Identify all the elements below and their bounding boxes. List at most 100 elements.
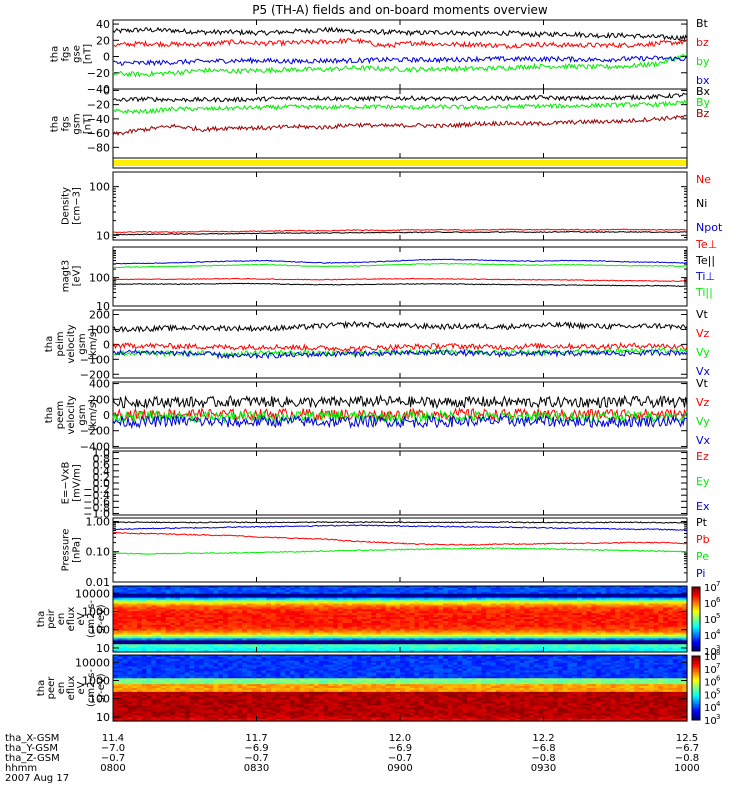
y-tick-label: −20 xyxy=(87,99,110,112)
y-tick-label: 20 xyxy=(96,34,110,47)
y-tick-label: 200 xyxy=(89,308,110,321)
series-line-bz xyxy=(113,39,687,49)
y-tick-label: 0 xyxy=(103,409,110,422)
y-axis-label-line: [km/s] xyxy=(88,399,99,431)
legend-entry: bz xyxy=(696,36,709,49)
y-axis-label-line: [eV] xyxy=(72,266,83,287)
panel-efield: 1.00.80.60.40.20.0−0.2−0.4−0.6−0.8−1.0Ez… xyxy=(61,447,710,521)
colorbar-tick-base: 10 xyxy=(704,583,717,594)
legend-entry: Bz xyxy=(696,107,710,120)
legend-entry: Ti|| xyxy=(695,286,713,299)
panel-frame xyxy=(113,451,687,515)
y-axis-label: E=−VxB[mV/m] xyxy=(61,462,83,505)
y-axis-label-line: gsm xyxy=(72,113,83,134)
legend-entry: Pt xyxy=(696,516,708,529)
y-tick-label: 1.00 xyxy=(86,515,111,528)
legend-entry: Ni xyxy=(696,197,707,210)
flag-bar xyxy=(113,160,687,166)
legend-entry: Vt xyxy=(696,308,709,321)
y-axis-label-line: peem xyxy=(55,401,66,429)
legend-entry: Ez xyxy=(696,450,709,463)
colorbar-tick-base: 10 xyxy=(704,599,717,610)
y-axis-label-line: velocity xyxy=(66,324,77,363)
y-axis-label-line: fgs xyxy=(61,46,72,61)
y-tick-label: 0.10 xyxy=(86,546,111,559)
legend-entry: Te|| xyxy=(695,254,715,267)
series-line-Te⊥ xyxy=(113,278,687,281)
y-axis-label: Density[cm−3] xyxy=(61,187,83,225)
colorbar-tick-exponent: 4 xyxy=(716,628,721,636)
y-tick-label: −20 xyxy=(87,67,110,80)
y-axis-label-line: tha xyxy=(44,336,55,352)
colorbar-tick-base: 10 xyxy=(704,615,717,626)
series-line-Pi xyxy=(113,525,687,531)
y-tick-label: 0 xyxy=(103,338,110,351)
y-axis-label-line: Pressure xyxy=(61,529,72,572)
series-line-by xyxy=(113,54,687,76)
series-line-Vt xyxy=(113,322,687,332)
y-axis-label-line: velocity xyxy=(66,395,77,434)
y-tick-label: 0 xyxy=(103,51,110,64)
y-axis-label-line: [mV/m] xyxy=(72,464,83,502)
series-line-Ti⊥ xyxy=(113,259,687,264)
legend-entry: by xyxy=(696,55,710,68)
colorbar-tick-base: 10 xyxy=(704,631,717,642)
legend-entry: Pb xyxy=(696,533,710,546)
series-line-Vz xyxy=(113,343,687,351)
y-axis-label-line: [km/s] xyxy=(88,328,99,360)
y-axis-label-line: tha xyxy=(44,407,55,423)
legend-entry: Pe xyxy=(696,550,709,563)
series-line-Ti|| xyxy=(113,263,687,267)
legend-entry: Npot xyxy=(696,221,723,234)
series-line-Pe xyxy=(113,548,687,554)
y-axis-label-line: fgs xyxy=(61,116,72,131)
y-axis-label: Pressure[nPa] xyxy=(61,529,83,572)
legend-entry: Bt xyxy=(696,17,709,30)
y-axis-label-line: [nPa] xyxy=(72,537,83,563)
panel-frame xyxy=(113,310,687,378)
series-line-Te|| xyxy=(113,283,687,286)
y-tick-label: 100 xyxy=(89,272,110,285)
series-line-Bt xyxy=(113,28,687,40)
y-tick-label: 40 xyxy=(96,18,110,31)
legend-entry: Ey xyxy=(696,475,710,488)
colorbar-tick-exponent: 6 xyxy=(716,596,721,604)
y-axis-label-line: peim xyxy=(55,331,66,356)
legend-entry: Vz xyxy=(696,327,710,340)
y-axis-label-line: [nT] xyxy=(83,114,94,134)
y-axis-label-line: [nT] xyxy=(83,44,94,64)
plot-title: P5 (TH-A) fields and on-board moments ov… xyxy=(252,3,548,17)
legend-entry: Vy xyxy=(696,415,710,428)
y-axis-label-line: gsm xyxy=(77,404,88,425)
legend-entry: Ti⊥ xyxy=(695,270,715,283)
legend-entry: Vx xyxy=(696,434,711,447)
y-axis-label-line: magt3 xyxy=(61,260,72,293)
colorbar-tick-exponent: 7 xyxy=(716,580,720,588)
y-axis-label-line: gse xyxy=(72,45,83,63)
y-axis-label-line: [cm−3] xyxy=(72,187,83,225)
y-tick-label: −80 xyxy=(87,141,110,154)
series-line-Bz xyxy=(113,115,687,136)
panel-frame xyxy=(113,247,687,306)
series-line-By xyxy=(113,101,687,114)
series-line-Pb xyxy=(113,533,687,546)
legend-entry: Ne xyxy=(696,173,711,186)
legend-entry: Te⊥ xyxy=(695,238,717,251)
y-tick-label: 10 xyxy=(96,229,110,242)
series-line-Bx xyxy=(113,93,687,101)
legend-entry: Vt xyxy=(696,377,709,390)
